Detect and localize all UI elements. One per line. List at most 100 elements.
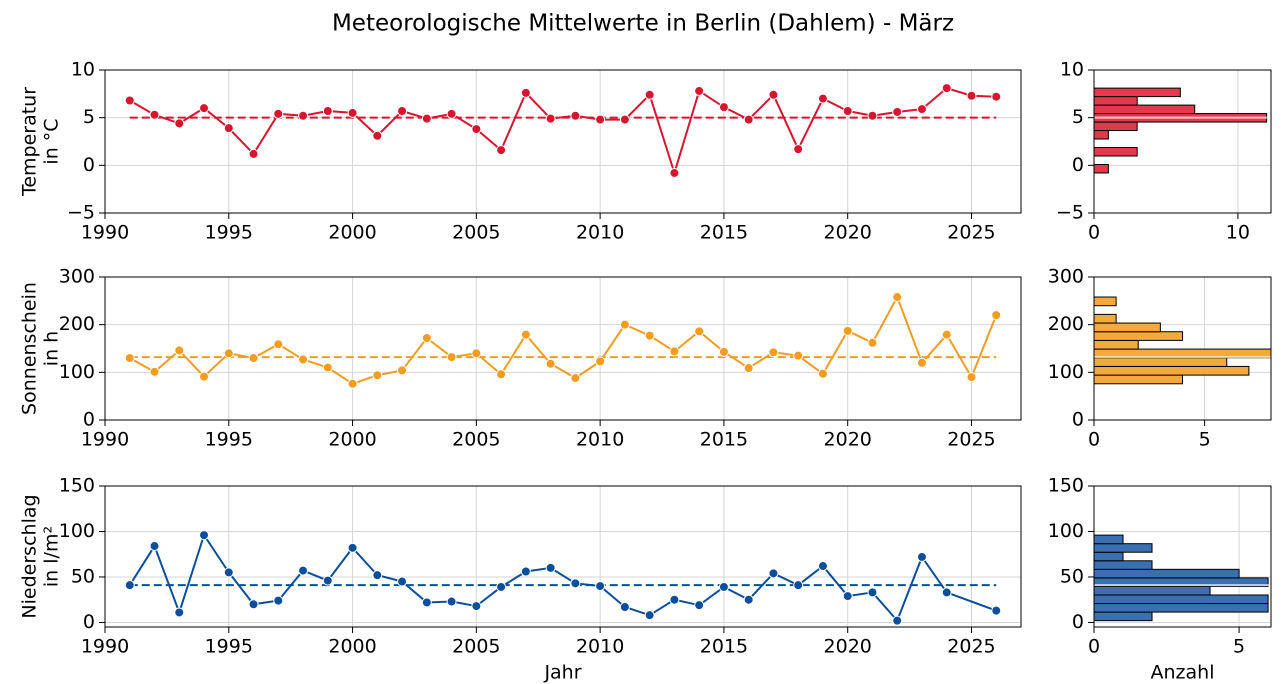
data-point [248,148,259,159]
data-point [793,350,804,361]
x-tick-label: 2010 [576,429,624,451]
axes-frame [1093,485,1272,628]
data-point [793,580,804,591]
y-tick-label: 0 [83,154,95,176]
data-point [595,114,606,125]
data-point [223,123,234,134]
data-point [817,561,828,572]
y-tick-label: 50 [71,565,95,587]
histogram-bar [1093,568,1240,579]
y-tick-label: −5 [67,202,95,224]
y-tick-label: 10 [1060,59,1084,81]
data-point [298,110,309,121]
data-point [718,102,729,113]
data-point [496,581,507,592]
data-point [941,587,952,598]
data-point [397,576,408,587]
data-point [916,104,927,115]
data-point [446,596,457,607]
histogram-bar [1093,313,1117,324]
data-point [619,114,630,125]
x-tick-label: 2015 [700,222,748,244]
data-point [322,362,333,373]
data-point [743,114,754,125]
data-point [496,145,507,156]
data-point [421,597,432,608]
histogram-bar [1093,104,1196,115]
data-point [644,330,655,341]
data-point [298,354,309,365]
data-point [248,599,259,610]
x-tick-label: 0 [1088,222,1100,244]
histogram-bar [1093,296,1117,307]
data-point [916,357,927,368]
data-point [520,87,531,98]
x-axis-label: Jahr [543,662,581,684]
x-tick-label: 2005 [452,636,500,658]
histogram-bar [1093,339,1139,350]
y-tick-label: 100 [59,361,95,383]
x-tick-label: 2000 [328,636,376,658]
data-point [941,83,952,94]
histogram-bar [1093,594,1269,605]
x-tick-label: 2010 [576,636,624,658]
data-point [595,356,606,367]
y-tick-label: 300 [59,266,95,288]
histogram-bar [1093,560,1153,570]
histogram-bar [1093,322,1161,333]
x-tick-label: 2005 [452,222,500,244]
y-tick-label: 5 [1072,106,1084,128]
data-point [545,358,556,369]
data-point [273,339,284,350]
data-point [570,373,581,384]
data-point [694,85,705,96]
data-point [743,363,754,374]
data-point [842,591,853,602]
axes-frame [104,69,1022,214]
data-point [149,366,160,377]
x-tick-label: 1990 [81,429,129,451]
data-point [941,329,952,340]
x-tick-label: 10 [1226,222,1250,244]
data-point [496,369,507,380]
x-tick-label: 5 [1233,636,1245,658]
data-point [595,581,606,592]
y-tick-label: 0 [1072,154,1084,176]
axes-frame [1093,69,1272,214]
y-tick-label: 100 [1048,520,1084,542]
data-point [520,566,531,577]
y-tick-label: 100 [59,520,95,542]
y-tick-label: 0 [1072,611,1084,633]
histogram-bar [1093,96,1138,106]
y-tick-label: 100 [1048,361,1084,383]
y-tick-label: 150 [1048,475,1084,497]
data-point [768,89,779,100]
x-tick-label: 2020 [824,222,872,244]
data-point [669,594,680,605]
histogram-bar [1093,551,1124,562]
x-tick-label: 1995 [205,222,253,244]
y-tick-label: 200 [1048,313,1084,335]
y-axis-label: Temperatur [19,87,41,197]
data-point [322,105,333,116]
histogram-bar [1093,87,1181,98]
data-point [743,594,754,605]
data-point [199,371,210,382]
histogram-bar [1093,357,1228,367]
data-point [446,108,457,119]
histogram-bar [1093,163,1109,174]
data-point [867,587,878,598]
y-tick-label: 150 [59,475,95,497]
data-point [867,110,878,121]
data-point [842,325,853,336]
data-point [471,348,482,359]
data-point [174,607,185,618]
y-tick-label: 50 [1060,565,1084,587]
y-tick-label: 0 [1072,409,1084,431]
data-point [223,348,234,359]
data-point [768,568,779,579]
data-point [817,93,828,104]
data-point [991,91,1002,102]
